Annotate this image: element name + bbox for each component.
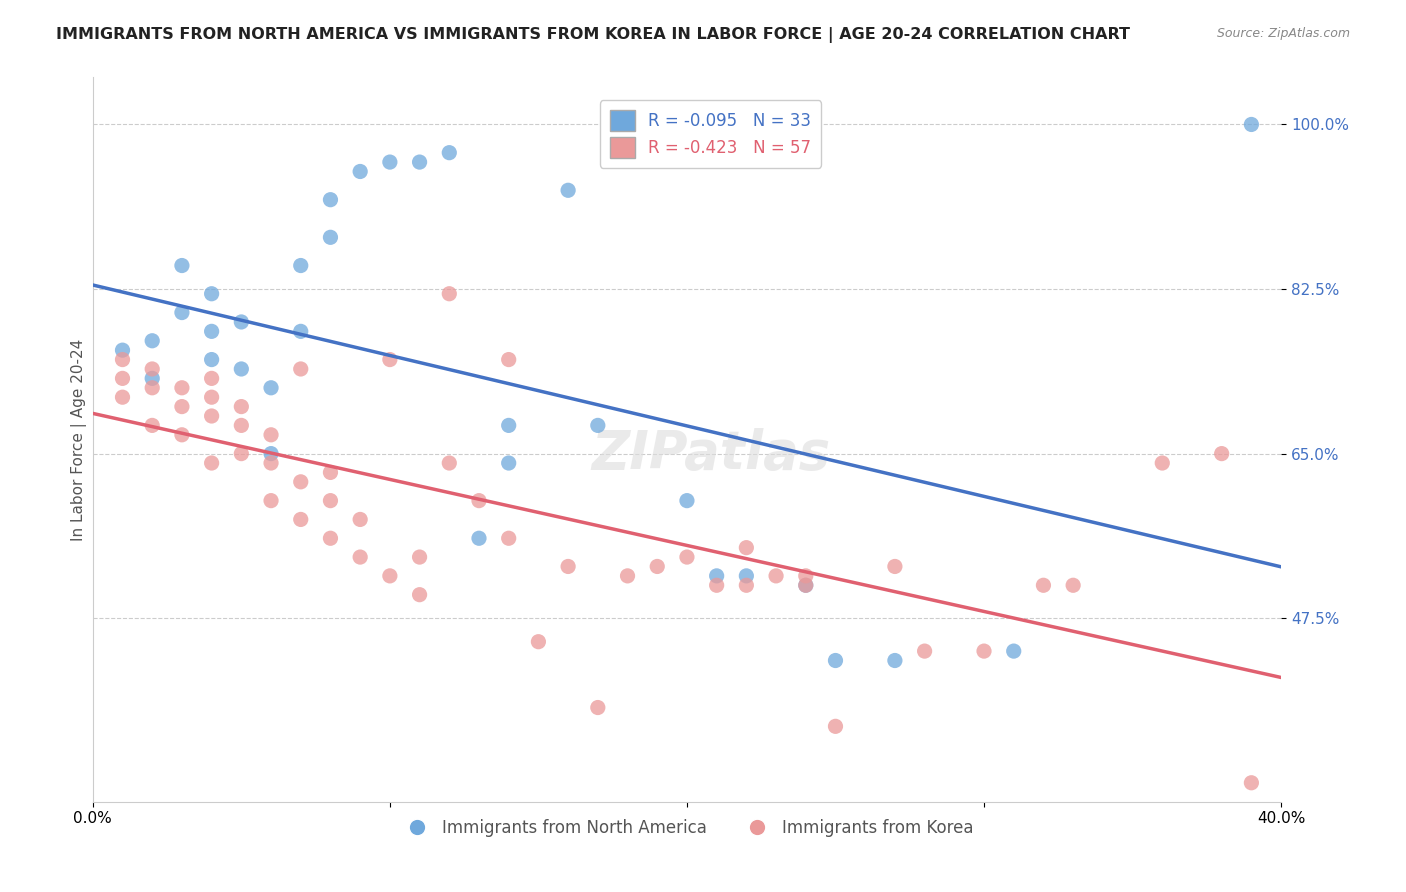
- Point: [231, 362, 253, 376]
- Point: [439, 286, 461, 301]
- Point: [468, 531, 491, 545]
- Point: [290, 324, 312, 338]
- Point: [260, 427, 283, 442]
- Point: [586, 700, 609, 714]
- Point: [319, 230, 342, 244]
- Point: [735, 578, 758, 592]
- Point: [645, 559, 668, 574]
- Point: [201, 286, 224, 301]
- Point: [290, 259, 312, 273]
- Point: [794, 569, 817, 583]
- Point: [290, 512, 312, 526]
- Point: [231, 418, 253, 433]
- Point: [231, 315, 253, 329]
- Point: [319, 493, 342, 508]
- Point: [616, 569, 638, 583]
- Point: [170, 305, 193, 319]
- Point: [111, 371, 134, 385]
- Point: [1032, 578, 1054, 592]
- Point: [408, 588, 430, 602]
- Point: [260, 381, 283, 395]
- Point: [170, 381, 193, 395]
- Point: [141, 371, 163, 385]
- Point: [319, 193, 342, 207]
- Point: [794, 578, 817, 592]
- Point: [260, 456, 283, 470]
- Point: [201, 409, 224, 423]
- Point: [1211, 447, 1233, 461]
- Point: [408, 155, 430, 169]
- Point: [111, 390, 134, 404]
- Point: [349, 164, 371, 178]
- Point: [290, 362, 312, 376]
- Point: [231, 400, 253, 414]
- Point: [1002, 644, 1025, 658]
- Point: [378, 352, 401, 367]
- Point: [735, 569, 758, 583]
- Point: [527, 634, 550, 648]
- Point: [378, 155, 401, 169]
- Legend: Immigrants from North America, Immigrants from Korea: Immigrants from North America, Immigrant…: [394, 813, 980, 844]
- Point: [141, 334, 163, 348]
- Point: [319, 466, 342, 480]
- Point: [260, 493, 283, 508]
- Point: [260, 447, 283, 461]
- Point: [735, 541, 758, 555]
- Point: [706, 578, 728, 592]
- Point: [141, 362, 163, 376]
- Point: [1062, 578, 1084, 592]
- Point: [111, 343, 134, 358]
- Point: [498, 456, 520, 470]
- Text: Source: ZipAtlas.com: Source: ZipAtlas.com: [1216, 27, 1350, 40]
- Point: [201, 456, 224, 470]
- Point: [439, 145, 461, 160]
- Point: [468, 493, 491, 508]
- Point: [1240, 118, 1263, 132]
- Point: [231, 447, 253, 461]
- Point: [408, 550, 430, 565]
- Point: [765, 569, 787, 583]
- Point: [378, 569, 401, 583]
- Point: [141, 381, 163, 395]
- Point: [349, 512, 371, 526]
- Point: [290, 475, 312, 489]
- Point: [824, 719, 846, 733]
- Point: [498, 531, 520, 545]
- Point: [111, 352, 134, 367]
- Point: [170, 400, 193, 414]
- Point: [914, 644, 936, 658]
- Point: [170, 427, 193, 442]
- Point: [201, 324, 224, 338]
- Text: ZIPatlas: ZIPatlas: [591, 428, 831, 480]
- Point: [676, 493, 699, 508]
- Point: [201, 352, 224, 367]
- Point: [1152, 456, 1174, 470]
- Point: [439, 456, 461, 470]
- Point: [973, 644, 995, 658]
- Point: [1240, 776, 1263, 790]
- Point: [170, 259, 193, 273]
- Point: [498, 352, 520, 367]
- Point: [706, 569, 728, 583]
- Point: [141, 418, 163, 433]
- Point: [824, 653, 846, 667]
- Point: [319, 531, 342, 545]
- Point: [498, 418, 520, 433]
- Y-axis label: In Labor Force | Age 20-24: In Labor Force | Age 20-24: [72, 338, 87, 541]
- Point: [586, 418, 609, 433]
- Text: IMMIGRANTS FROM NORTH AMERICA VS IMMIGRANTS FROM KOREA IN LABOR FORCE | AGE 20-2: IMMIGRANTS FROM NORTH AMERICA VS IMMIGRA…: [56, 27, 1130, 43]
- Point: [557, 559, 579, 574]
- Point: [201, 371, 224, 385]
- Point: [794, 578, 817, 592]
- Point: [201, 390, 224, 404]
- Point: [557, 183, 579, 197]
- Point: [883, 653, 905, 667]
- Point: [676, 550, 699, 565]
- Point: [349, 550, 371, 565]
- Point: [883, 559, 905, 574]
